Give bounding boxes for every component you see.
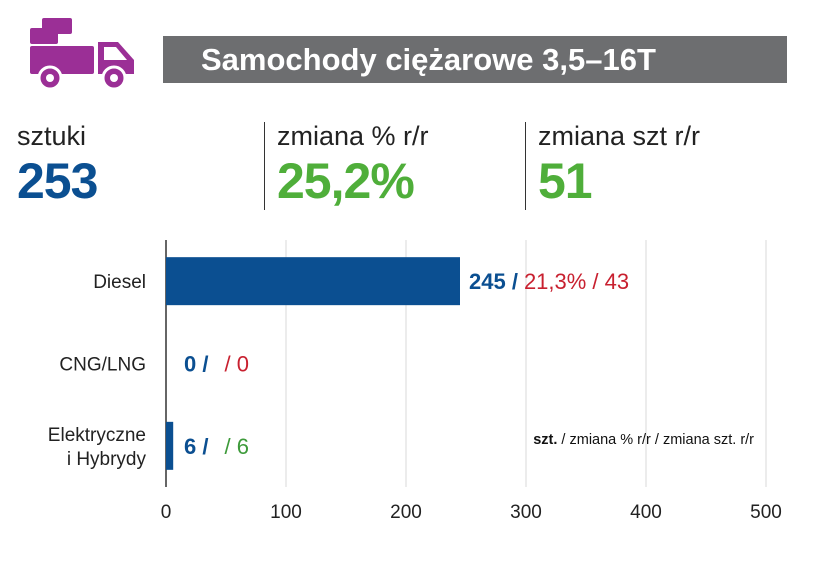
page-title: Samochody ciężarowe 3,5–16T [163, 36, 787, 83]
x-tick-label: 500 [750, 502, 782, 523]
bar [166, 421, 174, 470]
bar [166, 257, 460, 306]
kpi-divider [525, 122, 526, 210]
data-label: 0 // 0 [184, 352, 249, 377]
kpi-unit-change-value: 51 [538, 153, 593, 209]
category-label: Diesel [93, 272, 146, 293]
data-label: 245 /21,3% / 43 [469, 269, 629, 294]
category-label: i Hybrydy [67, 449, 147, 470]
kpi-divider [264, 122, 265, 210]
x-tick-label: 200 [390, 502, 422, 523]
kpi-units-label: sztuki [17, 121, 87, 151]
kpi-pct-change: zmiana % r/r 25,2% [277, 120, 429, 210]
category-label: CNG/LNG [59, 355, 146, 376]
kpi-pct-change-value: 25,2% [277, 153, 415, 209]
data-label: 6 // 6 [184, 434, 249, 459]
kpi-units: sztuki 253 [17, 120, 98, 210]
kpi-pct-change-label: zmiana % r/r [277, 121, 429, 151]
kpi-units-value: 253 [17, 153, 98, 209]
x-tick-label: 400 [630, 502, 662, 523]
x-tick-label: 100 [270, 502, 302, 523]
x-tick-label: 0 [161, 502, 172, 523]
kpi-unit-change-label: zmiana szt r/r [538, 121, 701, 151]
x-tick-label: 300 [510, 502, 542, 523]
truck-icon [30, 18, 134, 91]
kpi-unit-change: zmiana szt r/r 51 [538, 120, 700, 210]
category-label: Elektryczne [48, 425, 146, 446]
legend-note: szt. / zmiana % r/r / zmiana szt. r/r [533, 432, 754, 448]
